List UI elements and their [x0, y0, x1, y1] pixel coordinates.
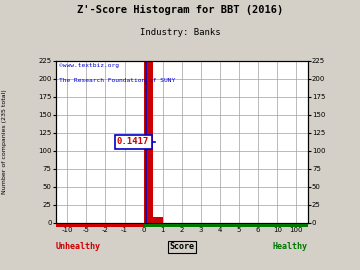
- Bar: [153, 217, 162, 223]
- Text: Industry: Banks: Industry: Banks: [140, 28, 220, 37]
- Text: Number of companies (235 total): Number of companies (235 total): [2, 89, 7, 194]
- Text: Z'-Score Histogram for BBT (2016): Z'-Score Histogram for BBT (2016): [77, 5, 283, 15]
- Text: Healthy: Healthy: [273, 242, 308, 251]
- Text: The Research Foundation of SUNY: The Research Foundation of SUNY: [59, 78, 176, 83]
- Bar: [144, 61, 153, 223]
- Text: ©www.textbiz.org: ©www.textbiz.org: [59, 63, 120, 69]
- Text: Score: Score: [169, 242, 194, 251]
- Text: 0.1417: 0.1417: [117, 137, 149, 146]
- Text: Unhealthy: Unhealthy: [56, 242, 101, 251]
- Bar: [144, 222, 309, 229]
- Bar: [55, 222, 144, 229]
